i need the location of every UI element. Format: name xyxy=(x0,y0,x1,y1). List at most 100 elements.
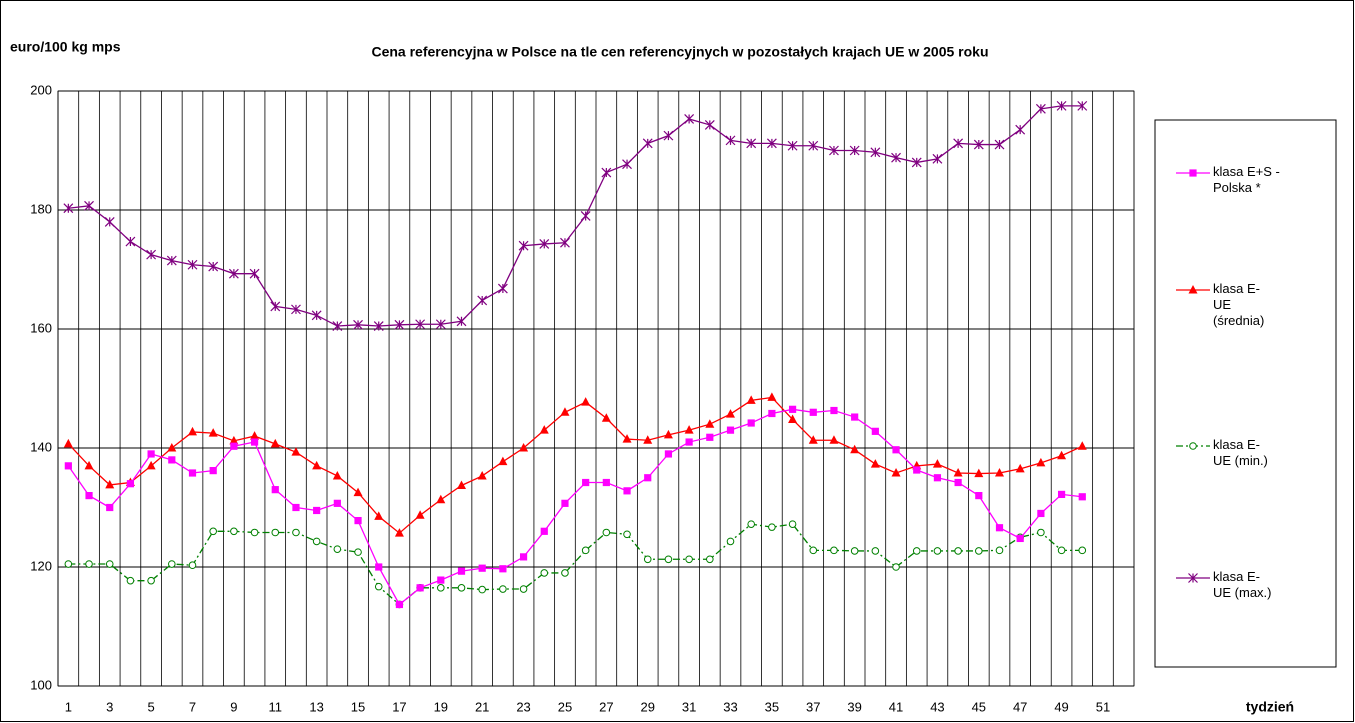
x-tick-label: 21 xyxy=(475,699,489,714)
marker xyxy=(437,576,445,584)
marker xyxy=(332,470,342,480)
marker xyxy=(437,584,445,592)
marker xyxy=(768,409,776,418)
x-tick-label: 13 xyxy=(309,699,323,714)
marker xyxy=(394,528,404,537)
marker xyxy=(457,567,466,575)
marker xyxy=(829,435,839,444)
marker xyxy=(706,555,714,564)
marker xyxy=(188,561,197,570)
x-tick-label: 39 xyxy=(847,699,861,714)
y-tick-label: 200 xyxy=(30,82,52,97)
marker xyxy=(994,139,1005,150)
marker xyxy=(498,456,508,466)
legend-label: klasa E-UE (średnia) xyxy=(1213,281,1265,328)
marker xyxy=(229,435,239,445)
marker xyxy=(580,211,591,221)
marker xyxy=(209,527,217,536)
marker xyxy=(623,530,631,539)
marker xyxy=(726,409,735,418)
marker xyxy=(63,438,73,448)
marker xyxy=(870,459,880,468)
x-tick-label: 15 xyxy=(351,699,365,714)
marker xyxy=(788,520,797,528)
marker xyxy=(973,139,984,150)
marker xyxy=(664,555,673,564)
legend-label-box: klasa E-UE (min.) xyxy=(1213,437,1268,468)
marker xyxy=(767,392,777,401)
marker xyxy=(644,474,652,482)
marker xyxy=(685,555,693,564)
marker xyxy=(622,434,632,443)
marker xyxy=(416,584,424,592)
marker xyxy=(250,431,260,440)
marker xyxy=(995,467,1004,477)
marker xyxy=(64,560,73,568)
x-tick-label: 47 xyxy=(1013,699,1027,714)
marker xyxy=(230,527,238,536)
marker xyxy=(270,438,280,448)
marker xyxy=(560,407,570,416)
marker xyxy=(456,316,467,327)
marker xyxy=(850,444,860,454)
marker xyxy=(975,547,983,555)
marker xyxy=(147,450,155,458)
marker xyxy=(499,585,507,593)
x-tick-label: 41 xyxy=(889,699,903,714)
marker xyxy=(932,459,942,468)
marker xyxy=(974,468,984,478)
series-line xyxy=(68,105,1083,327)
marker xyxy=(312,460,322,470)
marker xyxy=(125,236,136,247)
x-tick-label: 25 xyxy=(558,699,572,714)
marker xyxy=(871,547,880,555)
legend-label-box: klasa E-UE (max.) xyxy=(1213,569,1272,600)
marker xyxy=(63,203,74,214)
marker xyxy=(477,295,488,306)
x-tick-label: 7 xyxy=(189,699,196,714)
marker xyxy=(84,200,94,211)
marker xyxy=(539,425,549,434)
marker xyxy=(788,414,798,423)
marker xyxy=(208,261,219,272)
marker xyxy=(250,438,259,446)
marker xyxy=(519,553,528,561)
x-tick-label: 31 xyxy=(682,699,696,714)
marker xyxy=(415,510,425,519)
y-tick-label: 100 xyxy=(30,677,52,692)
marker xyxy=(623,487,631,495)
marker xyxy=(374,582,383,591)
marker xyxy=(663,429,673,439)
marker xyxy=(933,474,942,482)
marker xyxy=(374,511,384,520)
marker xyxy=(394,319,405,330)
legend-label: klasa E-UE (min.) xyxy=(1213,437,1268,468)
marker xyxy=(1015,124,1026,135)
marker xyxy=(664,450,673,458)
marker xyxy=(146,460,156,470)
marker xyxy=(1037,528,1045,537)
legend-box xyxy=(1154,119,1337,668)
marker xyxy=(871,427,879,435)
marker xyxy=(292,528,300,537)
marker xyxy=(291,447,301,456)
marker xyxy=(477,470,487,480)
marker xyxy=(188,469,197,477)
marker xyxy=(168,456,176,464)
legend-label-box: klasa E-UE (średnia) xyxy=(1213,281,1265,328)
y-tick-label: 160 xyxy=(30,320,52,335)
x-tick-label: 5 xyxy=(147,699,154,714)
marker xyxy=(1189,169,1197,177)
marker xyxy=(705,419,715,428)
marker xyxy=(499,565,507,573)
marker xyxy=(601,413,611,422)
marker xyxy=(353,319,363,330)
y-tick-label: 140 xyxy=(30,439,52,454)
x-tick-label: 49 xyxy=(1054,699,1068,714)
marker xyxy=(768,523,776,531)
marker xyxy=(1078,546,1087,555)
marker xyxy=(995,524,1004,532)
marker xyxy=(746,395,756,404)
x-tick-label: 27 xyxy=(599,699,613,714)
